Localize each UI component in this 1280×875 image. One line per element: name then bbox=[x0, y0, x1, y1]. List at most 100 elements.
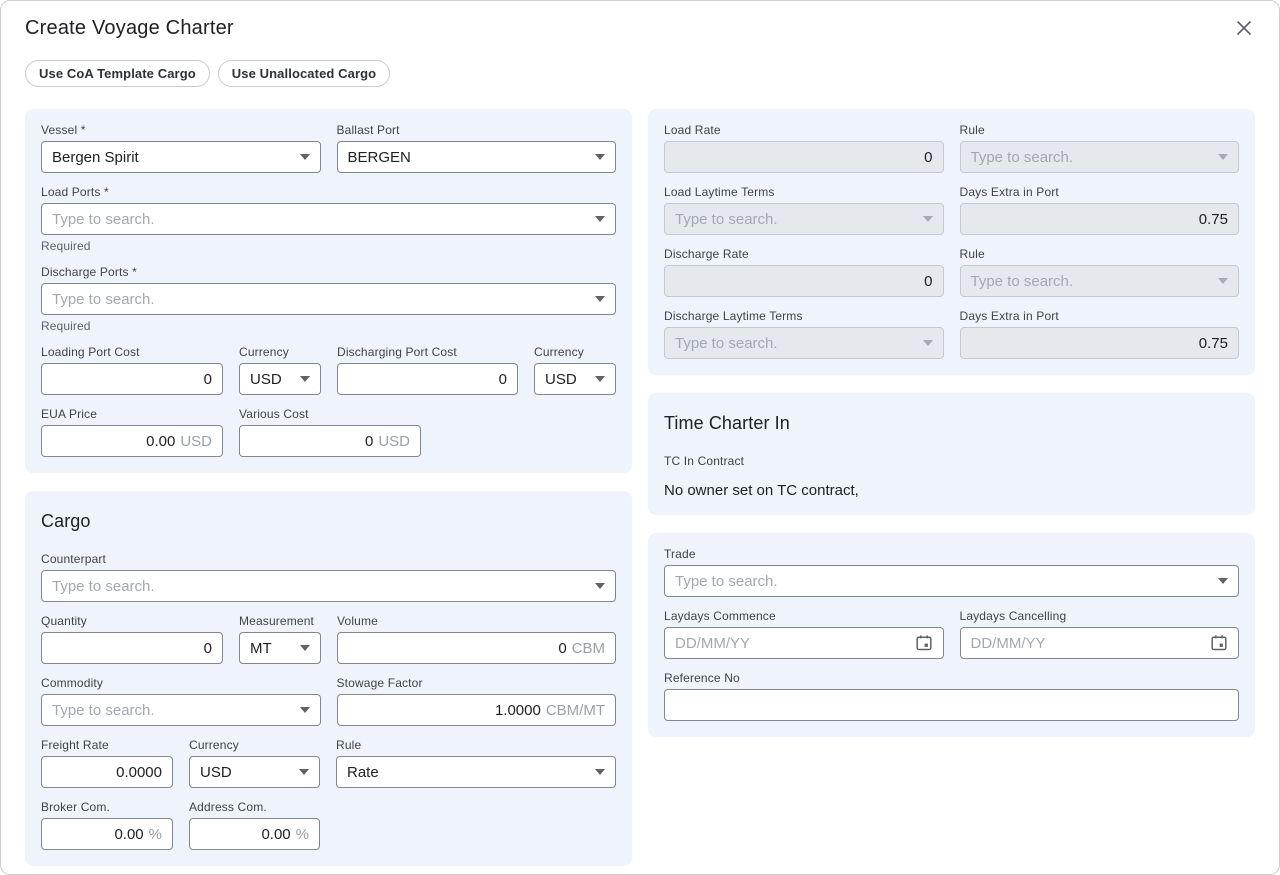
discharge-ports-field: Discharge Ports * Type to search. Requir… bbox=[41, 265, 616, 333]
load-days-extra-input: 0.75 bbox=[959, 203, 1239, 235]
discharging-currency-select[interactable]: USD bbox=[534, 363, 616, 395]
commodity-placeholder: Type to search. bbox=[52, 701, 155, 719]
freight-currency-select[interactable]: USD bbox=[189, 756, 320, 788]
address-com-value: 0.00 bbox=[261, 825, 291, 843]
tc-in-contract-label: TC In Contract bbox=[664, 454, 745, 468]
chevron-down-icon bbox=[595, 769, 605, 775]
various-cost-input[interactable]: 0 USD bbox=[239, 425, 421, 457]
trade-placeholder: Type to search. bbox=[675, 572, 778, 590]
laytime-rates-panel: Load Rate 0 Rule Type to search. bbox=[648, 109, 1255, 375]
time-charter-in-panel: Time Charter In TC In Contract No owner … bbox=[648, 393, 1255, 515]
page-title: Create Voyage Charter bbox=[25, 17, 234, 39]
calendar-icon[interactable] bbox=[1210, 634, 1228, 652]
chevron-down-icon bbox=[299, 769, 309, 775]
chevron-down-icon bbox=[299, 707, 310, 713]
load-laytime-terms-label: Load Laytime Terms bbox=[664, 185, 775, 199]
various-cost-unit: USD bbox=[378, 432, 410, 450]
chevron-down-icon bbox=[300, 376, 310, 382]
freight-currency-value: USD bbox=[200, 763, 232, 781]
discharge-rate-value: 0 bbox=[924, 272, 933, 290]
commodity-label: Commodity bbox=[41, 676, 104, 690]
trade-select[interactable]: Type to search. bbox=[664, 565, 1239, 597]
trade-panel: Trade Type to search. Laydays Commence D… bbox=[648, 533, 1255, 737]
load-rate-value: 0 bbox=[924, 148, 933, 166]
commodity-field: Commodity Type to search. bbox=[41, 676, 321, 726]
template-actions: Use CoA Template Cargo Use Unallocated C… bbox=[1, 40, 1279, 87]
measurement-label: Measurement bbox=[239, 614, 315, 628]
vessel-label: Vessel * bbox=[41, 123, 86, 137]
loading-port-cost-value: 0 bbox=[203, 370, 212, 388]
discharging-port-cost-input[interactable]: 0 bbox=[337, 363, 518, 395]
use-coa-template-cargo-button[interactable]: Use CoA Template Cargo bbox=[25, 60, 210, 87]
measurement-value: MT bbox=[250, 639, 272, 657]
chevron-down-icon bbox=[300, 645, 310, 651]
measurement-field: Measurement MT bbox=[239, 614, 321, 664]
address-com-field: Address Com. 0.00 % bbox=[189, 800, 320, 850]
freight-rule-label: Rule bbox=[336, 738, 362, 752]
chevron-down-icon bbox=[922, 216, 933, 222]
load-rule-label: Rule bbox=[959, 123, 985, 137]
eua-price-field: EUA Price 0.00 USD bbox=[41, 407, 223, 457]
broker-com-input[interactable]: 0.00 % bbox=[41, 818, 173, 850]
discharge-days-extra-field: Days Extra in Port 0.75 bbox=[959, 309, 1239, 359]
measurement-select[interactable]: MT bbox=[239, 632, 321, 664]
discharge-days-extra-label: Days Extra in Port bbox=[959, 309, 1059, 323]
freight-rate-input[interactable]: 0.0000 bbox=[41, 756, 173, 788]
freight-rate-value: 0.0000 bbox=[116, 763, 162, 781]
chevron-down-icon bbox=[595, 583, 605, 589]
discharging-currency-label: Currency bbox=[534, 345, 584, 359]
ballast-port-value: BERGEN bbox=[347, 148, 411, 166]
freight-rule-select[interactable]: Rate bbox=[336, 756, 616, 788]
eua-price-value: 0.00 bbox=[146, 432, 176, 450]
load-ports-label: Load Ports * bbox=[41, 185, 109, 199]
load-days-extra-field: Days Extra in Port 0.75 bbox=[959, 185, 1239, 235]
reference-no-field: Reference No bbox=[664, 671, 1239, 721]
discharging-currency-field: Currency USD bbox=[534, 345, 616, 395]
loading-port-cost-field: Loading Port Cost 0 bbox=[41, 345, 223, 395]
calendar-icon[interactable] bbox=[915, 634, 933, 652]
laydays-cancelling-input[interactable]: DD/MM/YY bbox=[959, 627, 1239, 659]
various-cost-value: 0 bbox=[364, 432, 374, 450]
freight-rule-field: Rule Rate bbox=[336, 738, 616, 788]
laydays-commence-label: Laydays Commence bbox=[664, 609, 776, 623]
commodity-select[interactable]: Type to search. bbox=[41, 694, 321, 726]
load-rule-field: Rule Type to search. bbox=[959, 123, 1239, 173]
stowage-factor-field: Stowage Factor 1.0000 CBM/MT bbox=[336, 676, 616, 726]
quantity-label: Quantity bbox=[41, 614, 87, 628]
reference-no-input[interactable] bbox=[664, 689, 1239, 721]
counterpart-select[interactable]: Type to search. bbox=[41, 570, 616, 602]
volume-input[interactable]: 0 CBM bbox=[337, 632, 616, 664]
address-com-input[interactable]: 0.00 % bbox=[189, 818, 320, 850]
loading-currency-select[interactable]: USD bbox=[239, 363, 321, 395]
quantity-value: 0 bbox=[203, 639, 212, 657]
use-unallocated-cargo-button[interactable]: Use Unallocated Cargo bbox=[217, 60, 391, 87]
loading-currency-field: Currency USD bbox=[239, 345, 321, 395]
chevron-down-icon bbox=[1218, 154, 1228, 160]
stowage-factor-unit: CBM/MT bbox=[545, 701, 605, 719]
discharge-ports-select[interactable]: Type to search. bbox=[41, 283, 616, 315]
load-ports-select[interactable]: Type to search. bbox=[41, 203, 616, 235]
form-content: Vessel * Bergen Spirit Ballast Port BERG… bbox=[1, 87, 1279, 866]
eua-price-input[interactable]: 0.00 USD bbox=[41, 425, 223, 457]
tc-in-contract-message: No owner set on TC contract, bbox=[664, 482, 859, 499]
laydays-commence-input[interactable]: DD/MM/YY bbox=[664, 627, 944, 659]
vessel-value: Bergen Spirit bbox=[52, 148, 139, 166]
stowage-factor-input[interactable]: 1.0000 CBM/MT bbox=[336, 694, 616, 726]
quantity-input[interactable]: 0 bbox=[41, 632, 223, 664]
close-button[interactable] bbox=[1233, 17, 1255, 39]
broker-com-field: Broker Com. 0.00 % bbox=[41, 800, 173, 850]
chevron-down-icon bbox=[299, 154, 310, 160]
quantity-field: Quantity 0 bbox=[41, 614, 223, 664]
load-ports-field: Load Ports * Type to search. Required bbox=[41, 185, 616, 253]
loading-port-cost-input[interactable]: 0 bbox=[41, 363, 223, 395]
laydays-commence-field: Laydays Commence DD/MM/YY bbox=[664, 609, 944, 659]
load-rate-label: Load Rate bbox=[664, 123, 721, 137]
ballast-port-select[interactable]: BERGEN bbox=[336, 141, 616, 173]
discharging-currency-value: USD bbox=[545, 370, 577, 388]
load-rate-input: 0 bbox=[664, 141, 944, 173]
discharge-days-extra-value: 0.75 bbox=[1198, 334, 1228, 352]
volume-label: Volume bbox=[337, 614, 378, 628]
vessel-select[interactable]: Bergen Spirit bbox=[41, 141, 321, 173]
discharge-ports-label: Discharge Ports * bbox=[41, 265, 137, 279]
